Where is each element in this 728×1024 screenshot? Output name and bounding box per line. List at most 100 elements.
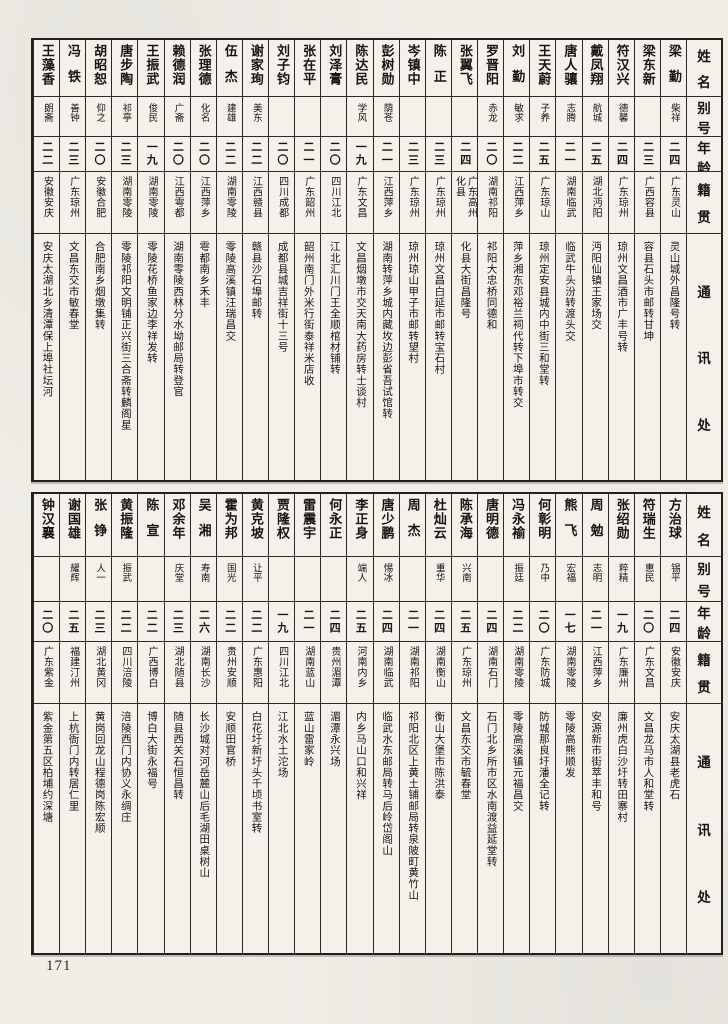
native-cell: 湖南临武 bbox=[373, 642, 399, 704]
address-cell: 文昌东交市敏春堂 bbox=[60, 234, 85, 480]
address-text: 白花圩新圩头千顷书室转 bbox=[250, 711, 262, 834]
address-cell: 廉州虎白沙圩转田寨村 bbox=[609, 704, 634, 953]
name-text: 陈达民 bbox=[353, 44, 369, 87]
address-text: 赣县沙石埠邮转 bbox=[250, 241, 262, 319]
address-cell: 上杭衙门内转居仁里 bbox=[60, 704, 85, 953]
address-cell: 江北水土沱场 bbox=[269, 704, 294, 953]
age-text: 一九 bbox=[145, 141, 158, 167]
entry-column: 谢国雄 耀辉 二五 福建汀州 上杭衙门内转居仁里 bbox=[59, 494, 86, 953]
age-text: 二五 bbox=[589, 141, 602, 167]
name-text: 黄克坡 bbox=[248, 498, 264, 541]
address-cell: 祁阳北区上黄土铺邮局转泉陂町黄竹山 bbox=[400, 704, 425, 953]
address-cell: 萍乡湘东邓裕兰祠代转下埠市转交 bbox=[504, 234, 529, 480]
name-cell: 彭树勋 bbox=[373, 40, 399, 97]
entry-column: 冯铁 善钟 二三 广东琼州 文昌东交市敏春堂 bbox=[59, 40, 86, 480]
alias-cell: 端人 bbox=[347, 557, 373, 602]
native-cell: 湖南祁阳 bbox=[399, 642, 425, 704]
name-text: 彭树勋 bbox=[379, 44, 395, 87]
entry-column: 唐步陶 祁亭 二三 湖南零陵 零陵祁阳文明铺正兴街三合斋转麟阁星 bbox=[111, 40, 138, 480]
age-text: 二一 bbox=[406, 608, 419, 635]
header-label-alias: 别号 bbox=[687, 557, 721, 602]
age-cell: 二〇 bbox=[33, 602, 59, 642]
name-text: 谢家珣 bbox=[248, 44, 264, 87]
entry-column: 张理德 化名 二〇 江西萍乡 雩都南乡禾丰 bbox=[189, 40, 216, 480]
name-cell: 唐人骧 bbox=[556, 40, 582, 97]
age-cell: 二二 bbox=[242, 602, 268, 642]
address-text: 安源新市街萃丰和号 bbox=[590, 711, 602, 812]
native-cell: 江西萍乡 bbox=[582, 642, 608, 704]
age-text: 二三 bbox=[119, 141, 132, 167]
age-cell: 二〇 bbox=[190, 137, 216, 172]
address-cell: 湖南零陵西林分水坳邮局转登官 bbox=[165, 234, 190, 480]
name-cell: 吴湘 bbox=[190, 494, 216, 557]
age-cell: 二〇 bbox=[164, 137, 190, 172]
name-text: 唐人骧 bbox=[562, 44, 578, 87]
alias-cell: 子养 bbox=[530, 97, 556, 137]
entry-column: 岑镇中 二三 广东琼州 琼州琼山甲子市邮转望村 bbox=[398, 40, 425, 480]
native-text: 四川江北 bbox=[328, 176, 340, 218]
native-cell: 广东琼州 bbox=[399, 172, 425, 234]
alias-text: 美东 bbox=[250, 103, 261, 122]
alias-cell: 国光 bbox=[216, 557, 242, 602]
age-text: 二一 bbox=[302, 141, 314, 167]
age-text: 一九 bbox=[354, 141, 367, 167]
native-text: 湖南长沙 bbox=[198, 646, 210, 688]
name-text: 唐少鹏 bbox=[379, 498, 395, 541]
native-text: 湖南零陵 bbox=[145, 176, 157, 218]
native-text: 广东琼州 bbox=[459, 646, 471, 688]
address-text: 祁阳北区上黄土铺邮局转泉陂町黄竹山 bbox=[407, 711, 419, 901]
entry-column: 张在平 二一 广东韶州 韶州南门外米行街泰祥米店收 bbox=[294, 40, 321, 480]
native-text: 广东琼山 bbox=[537, 176, 549, 218]
directory-table-top: 姓名别号年龄籍贯通讯处梁勤 柴祥 二四 广东灵山 灵山城外昌隆号转 梁东新 二三 广西容县 容县… bbox=[31, 38, 723, 482]
alias-cell bbox=[478, 557, 504, 602]
name-text: 张铮 bbox=[92, 498, 108, 549]
address-cell: 防城那良圩潘全记转 bbox=[530, 704, 555, 953]
name-cell: 唐步陶 bbox=[112, 40, 138, 97]
native-cell: 广东灵山 bbox=[660, 172, 686, 234]
native-cell: 湖南祁阳 bbox=[478, 172, 504, 234]
name-cell: 李正身 bbox=[347, 494, 373, 557]
address-cell: 琼州琼山甲子市邮转望村 bbox=[400, 234, 425, 480]
age-cell: 二三 bbox=[634, 137, 660, 172]
alias-text: 子养 bbox=[538, 103, 549, 122]
age-cell: 一九 bbox=[347, 137, 373, 172]
native-text: 广东紫金 bbox=[41, 646, 53, 688]
name-text: 杜灿云 bbox=[431, 498, 447, 541]
address-text: 祁阳大忠桥同德和 bbox=[485, 241, 497, 331]
native-text: 湖南祁阳 bbox=[485, 176, 497, 218]
native-cell: 广西容县 bbox=[634, 172, 660, 234]
alias-cell: 俊民 bbox=[138, 97, 164, 137]
address-cell: 紫金第五区柏埔约深塘 bbox=[34, 704, 59, 953]
name-text: 张在平 bbox=[301, 44, 317, 87]
name-text: 方治球 bbox=[666, 498, 682, 541]
entry-column: 何永正 二四 贵州湄潭 湄潭永兴场 bbox=[320, 494, 347, 953]
alias-cell: 寿南 bbox=[190, 557, 216, 602]
age-cell: 二〇 bbox=[86, 137, 112, 172]
native-cell: 湖北沔阳 bbox=[582, 172, 608, 234]
age-cell: 二四 bbox=[451, 137, 477, 172]
age-cell: 二三 bbox=[399, 137, 425, 172]
name-cell: 黄克坡 bbox=[242, 494, 268, 557]
address-cell: 江北汇川门王全顺棺材铺转 bbox=[321, 234, 346, 480]
age-text: 二五 bbox=[354, 608, 367, 635]
age-text: 二三 bbox=[171, 608, 184, 635]
name-text: 王天蔚 bbox=[536, 44, 552, 87]
address-cell: 零陵高溪镇元福昌交 bbox=[504, 704, 529, 953]
entry-column: 陈达民 学风 一九 广东文昌 文昌烟墩市交天南大药房转士谈村 bbox=[346, 40, 373, 480]
name-text: 钟汉襄 bbox=[39, 498, 55, 541]
age-cell: 二二 bbox=[33, 137, 59, 172]
entry-column: 陈承海 兴南 二五 广东琼州 文昌东交市毓春堂 bbox=[450, 494, 477, 953]
age-cell: 二四 bbox=[425, 602, 451, 642]
alias-cell bbox=[634, 97, 660, 137]
native-text: 广东琼州 bbox=[433, 176, 445, 218]
address-text: 零陵高溪镇元福昌交 bbox=[511, 711, 523, 812]
alias-cell: 粹精 bbox=[608, 557, 634, 602]
age-text: 二〇 bbox=[275, 141, 288, 167]
name-cell: 刘子钧 bbox=[269, 40, 295, 97]
native-cell: 福建汀州 bbox=[60, 642, 86, 704]
address-cell: 黄岗回龙山程德岗陈宏顺 bbox=[86, 704, 111, 953]
age-text: 二四 bbox=[458, 141, 471, 167]
age-cell: 二〇 bbox=[269, 137, 295, 172]
entry-column: 周杰 二一 湖南祁阳 祁阳北区上黄土铺邮局转泉陂町黄竹山 bbox=[398, 494, 425, 953]
age-cell: 一七 bbox=[556, 602, 582, 642]
